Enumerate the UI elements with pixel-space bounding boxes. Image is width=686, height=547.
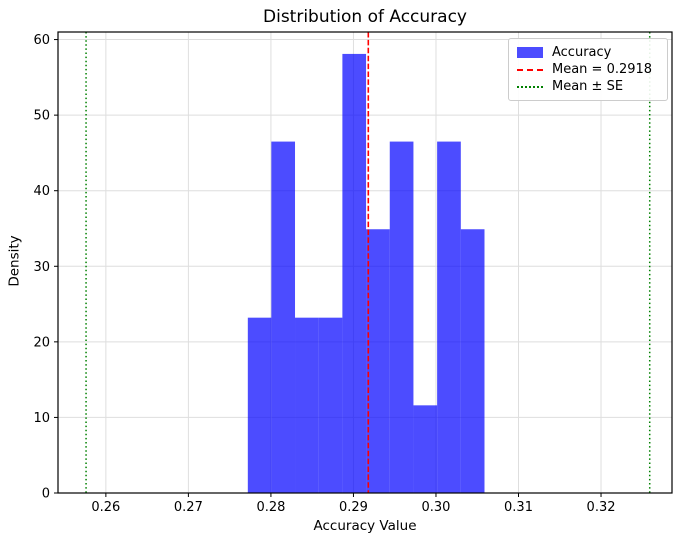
- y-tick-label: 30: [33, 260, 50, 275]
- x-tick-label: 0.31: [504, 500, 533, 515]
- y-axis-label: Density: [6, 235, 23, 287]
- histogram-bar: [413, 405, 438, 493]
- y-tick-label: 10: [33, 411, 50, 426]
- legend-label: Mean ± SE: [552, 79, 624, 94]
- histogram-bar: [318, 317, 343, 493]
- histogram-bar: [460, 229, 485, 493]
- histogram-bar: [271, 141, 296, 493]
- x-tick-label: 0.32: [587, 500, 616, 515]
- histogram-bar: [366, 229, 390, 493]
- histogram-bars: [247, 53, 485, 494]
- legend: Accuracy Mean = 0.2918 Mean ± SE: [508, 38, 668, 101]
- accuracy-patch-icon: [517, 47, 543, 58]
- y-tick-label: 20: [33, 335, 50, 350]
- legend-item-se: Mean ± SE: [517, 78, 659, 95]
- x-tick-label: 0.28: [256, 500, 285, 515]
- y-tick-label: 60: [33, 33, 50, 48]
- se-dotted-line-icon: [517, 85, 543, 88]
- legend-label: Accuracy: [552, 45, 612, 60]
- legend-item-mean: Mean = 0.2918: [517, 61, 659, 78]
- x-tick-label: 0.29: [339, 500, 368, 515]
- y-tick-label: 0: [42, 487, 50, 502]
- legend-label: Mean = 0.2918: [552, 62, 653, 77]
- x-axis: 0.26 0.27 0.28 0.29 0.30 0.31 0.32: [91, 493, 616, 515]
- legend-item-accuracy: Accuracy: [517, 44, 659, 61]
- x-tick-label: 0.27: [174, 500, 203, 515]
- histogram-bar: [247, 317, 272, 493]
- histogram-bar: [295, 317, 319, 493]
- x-axis-label: Accuracy Value: [313, 518, 417, 534]
- histogram-bar: [342, 53, 367, 494]
- y-tick-label: 50: [33, 109, 50, 124]
- x-tick-label: 0.30: [421, 500, 450, 515]
- histogram-bar: [389, 141, 414, 493]
- mean-dashed-line-icon: [517, 68, 543, 71]
- histogram-bar: [437, 141, 461, 493]
- y-tick-label: 40: [33, 184, 50, 199]
- x-tick-label: 0.26: [91, 500, 120, 515]
- plot-border: [57, 31, 673, 494]
- chart-title: Distribution of Accuracy: [263, 7, 467, 27]
- y-axis: 0 10 20 30 40 50 60: [33, 33, 58, 502]
